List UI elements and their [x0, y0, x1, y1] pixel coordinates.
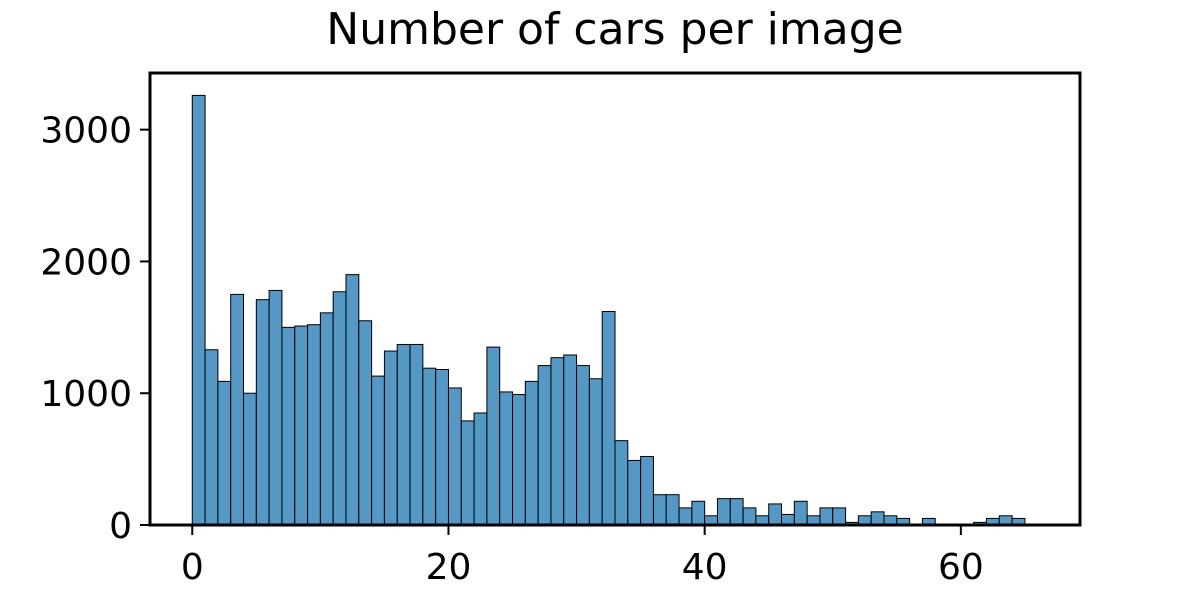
histogram-bar: [294, 325, 309, 526]
histogram-bar: [550, 357, 565, 526]
histogram-bar: [230, 293, 245, 526]
histogram-bar: [422, 367, 437, 526]
x-tick-label: 40: [682, 547, 728, 588]
histogram-bar: [524, 380, 539, 526]
plot-frame: [148, 71, 1082, 527]
y-tick-label: 2000: [40, 242, 132, 283]
histogram-bar: [447, 387, 462, 526]
histogram-bar: [601, 311, 616, 526]
histogram-bar: [627, 459, 642, 526]
histogram-bar: [742, 507, 757, 526]
histogram-bar: [832, 507, 847, 526]
histogram-bar: [537, 365, 552, 526]
histogram-bar: [204, 349, 219, 526]
histogram-bar: [499, 391, 514, 526]
histogram-bar: [563, 354, 578, 526]
histogram-bar: [652, 494, 667, 526]
histogram-bar: [255, 299, 270, 526]
histogram-bar: [460, 420, 475, 526]
histogram-bar: [486, 346, 501, 526]
histogram-bar: [345, 274, 360, 526]
histogram-bar: [383, 350, 398, 526]
histogram-bar: [614, 440, 629, 526]
histogram-bar: [243, 392, 257, 526]
chart-title: Number of cars per image: [326, 4, 904, 55]
histogram-bar: [512, 394, 526, 526]
histogram-bar: [870, 511, 885, 526]
x-tick-label: 60: [938, 547, 984, 588]
histogram-bar: [217, 380, 232, 526]
histogram-bar: [576, 365, 590, 526]
histogram-bar: [332, 291, 347, 526]
histogram-bar: [473, 412, 488, 526]
histogram-bar: [768, 503, 783, 526]
x-axis: 0 20 40 60: [181, 525, 984, 588]
histogram-bar: [729, 498, 744, 526]
histogram-bar: [307, 324, 321, 526]
histogram-bar: [691, 500, 706, 526]
x-tick-label: 0: [181, 547, 204, 588]
histogram-bar: [678, 507, 693, 526]
histogram-bar: [409, 343, 424, 526]
y-axis: 0 1000 2000 3000: [40, 111, 150, 547]
histogram-bar: [640, 455, 654, 526]
histogram-bar: [281, 326, 296, 526]
histogram-bar: [268, 289, 283, 526]
histogram-bar: [781, 513, 795, 526]
y-tick-label: 3000: [40, 111, 132, 152]
histogram-bar: [191, 94, 206, 526]
y-tick-label: 0: [109, 506, 132, 547]
histogram-bar: [396, 343, 411, 526]
histogram-bar: [819, 507, 834, 526]
histogram-bar: [716, 498, 731, 526]
histogram-bar: [371, 375, 385, 526]
histogram-bar: [435, 369, 449, 526]
histogram-bar: [793, 500, 808, 526]
y-tick-label: 1000: [40, 374, 132, 415]
histogram-bar: [319, 312, 334, 526]
histogram-bar: [588, 378, 603, 526]
histogram-bar: [665, 494, 680, 526]
bars-group: [191, 94, 1026, 526]
x-tick-label: 20: [426, 547, 472, 588]
histogram-bar: [358, 320, 373, 526]
